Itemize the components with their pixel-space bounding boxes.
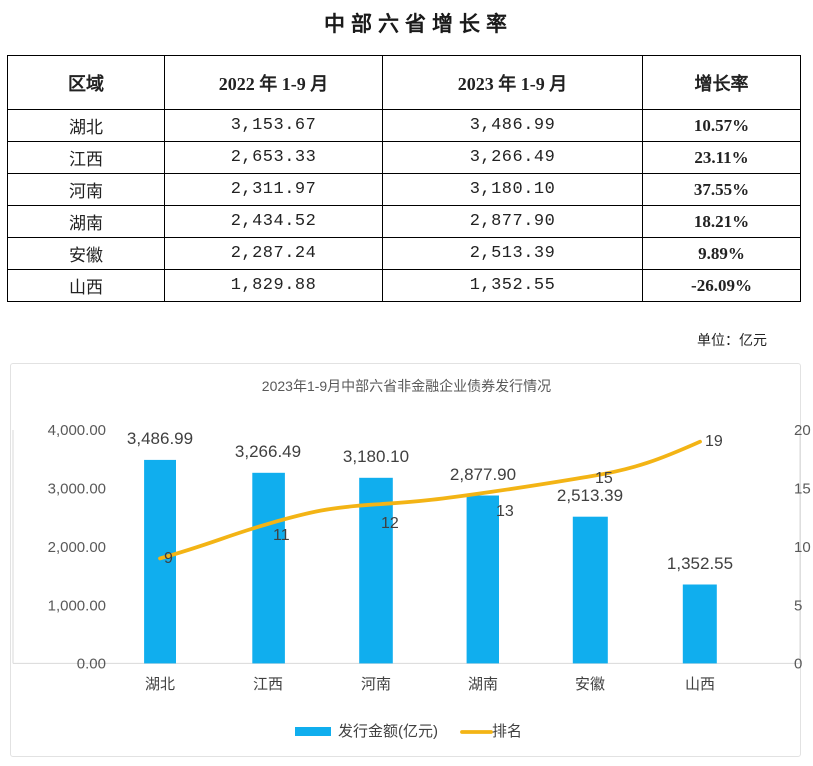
svg-text:19: 19 (705, 433, 723, 450)
svg-text:3,180.10: 3,180.10 (343, 447, 409, 466)
svg-text:0: 0 (794, 655, 802, 672)
svg-text:11: 11 (273, 527, 290, 544)
svg-text:10: 10 (794, 539, 811, 556)
svg-text:发行金额(亿元): 发行金额(亿元) (338, 723, 438, 740)
svg-text:安徽: 安徽 (575, 676, 605, 693)
svg-text:山西: 山西 (685, 676, 715, 693)
svg-text:4,000.00: 4,000.00 (48, 422, 106, 439)
svg-text:2,000.00: 2,000.00 (48, 539, 106, 556)
svg-text:0.00: 0.00 (77, 655, 106, 672)
svg-text:湖北: 湖北 (145, 676, 175, 693)
svg-text:江西: 江西 (253, 676, 283, 693)
svg-text:3,266.49: 3,266.49 (235, 442, 301, 461)
svg-text:河南: 河南 (361, 676, 391, 693)
svg-text:3,000.00: 3,000.00 (48, 481, 106, 498)
svg-text:15: 15 (794, 481, 811, 498)
svg-text:3,486.99: 3,486.99 (127, 429, 193, 448)
svg-text:排名: 排名 (492, 723, 522, 740)
svg-text:2,513.39: 2,513.39 (557, 486, 623, 505)
svg-text:9: 9 (164, 550, 173, 567)
svg-text:2,877.90: 2,877.90 (450, 465, 516, 484)
svg-text:15: 15 (595, 470, 613, 487)
svg-text:12: 12 (381, 515, 399, 532)
svg-text:13: 13 (496, 503, 514, 520)
svg-text:5: 5 (794, 598, 802, 615)
svg-text:湖南: 湖南 (468, 676, 498, 693)
svg-text:1,000.00: 1,000.00 (48, 598, 106, 615)
svg-text:1,352.55: 1,352.55 (667, 554, 733, 573)
svg-text:20: 20 (794, 422, 811, 439)
